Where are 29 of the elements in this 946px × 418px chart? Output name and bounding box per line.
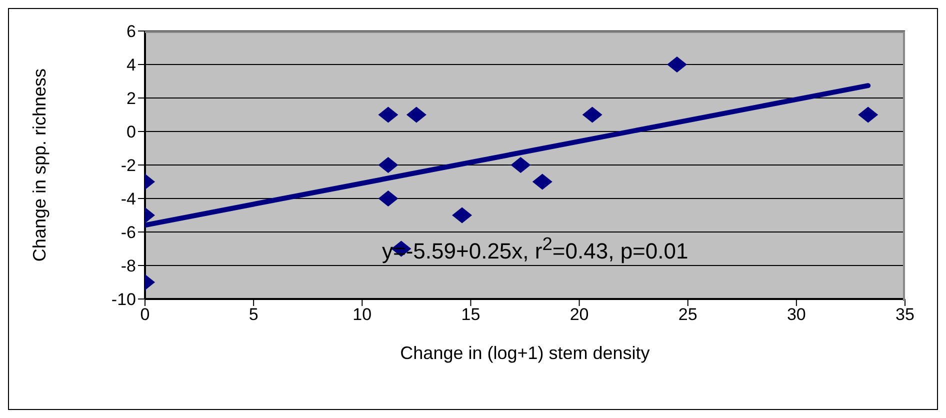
y-tick-label: -8 xyxy=(120,256,136,276)
x-axis-title: Change in (log+1) stem density xyxy=(400,343,650,363)
point xyxy=(532,174,552,190)
y-tick-label: 4 xyxy=(126,56,136,75)
x-tick-label: 5 xyxy=(248,305,258,324)
y-tick-label: -6 xyxy=(120,223,136,242)
y-tick-label: -10 xyxy=(111,290,136,310)
x-tick-label: 15 xyxy=(461,305,480,324)
point xyxy=(406,106,426,123)
x-tick-label: 25 xyxy=(678,305,698,324)
x-tick-label: 35 xyxy=(896,305,914,324)
point xyxy=(378,157,398,173)
point xyxy=(582,106,602,123)
point xyxy=(510,157,531,173)
y-tick-label: 2 xyxy=(126,89,136,108)
y-tick-label: 6 xyxy=(126,22,136,42)
x-tick-label: 0 xyxy=(140,305,150,324)
point xyxy=(667,56,687,72)
y-tick-label: -2 xyxy=(120,156,136,176)
x-tick-label: 10 xyxy=(352,305,372,324)
x-tick-label: 20 xyxy=(570,305,589,324)
point xyxy=(858,106,878,123)
point xyxy=(378,106,398,123)
point xyxy=(378,190,398,206)
y-tick-label: -4 xyxy=(120,190,136,209)
point xyxy=(452,207,472,224)
y-tick-label: 0 xyxy=(126,122,136,142)
x-tick-label: 30 xyxy=(786,305,806,324)
y-axis-title: Change in spp. richness xyxy=(29,68,50,262)
